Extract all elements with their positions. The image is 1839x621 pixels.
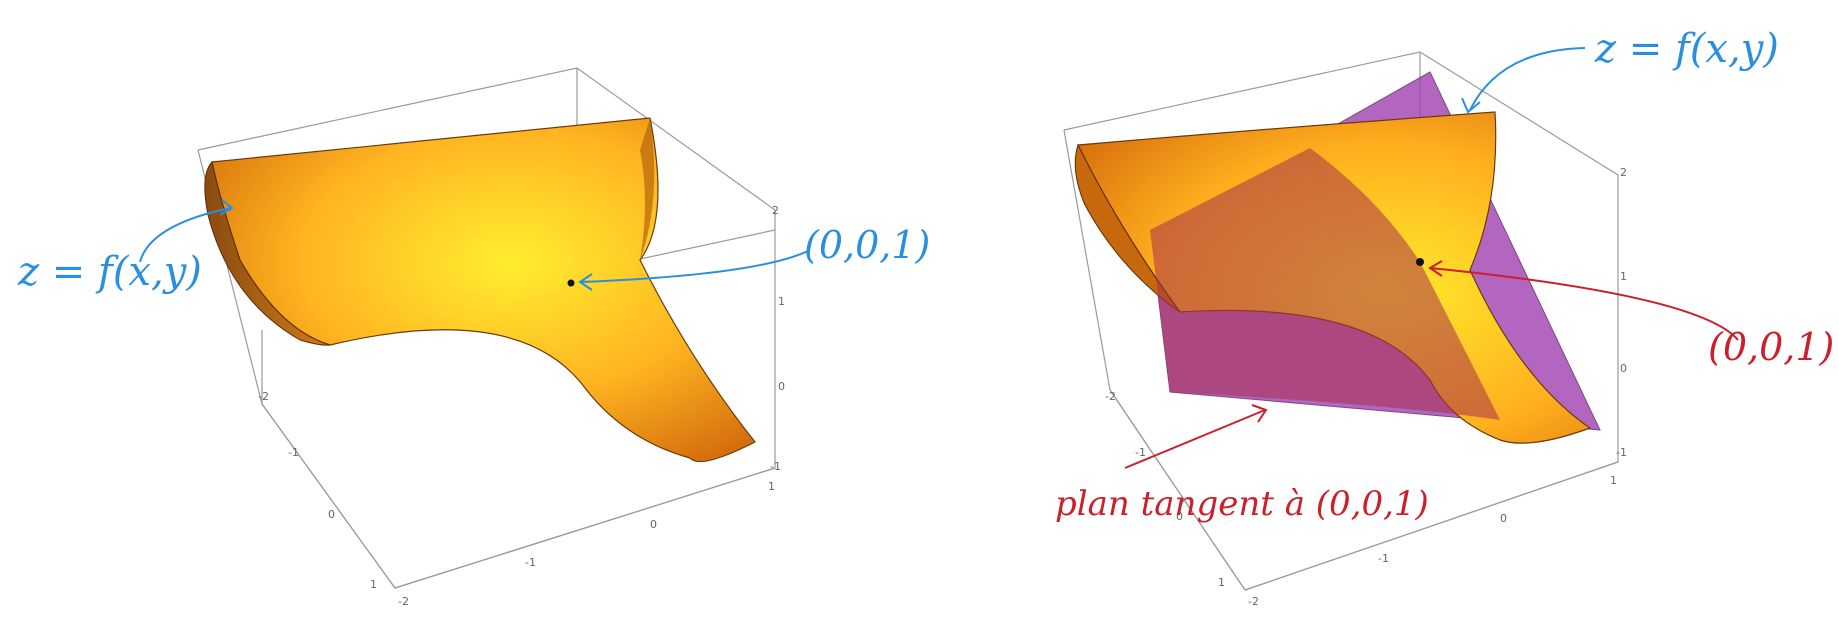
right-point-label: (0,0,1) [1708,325,1834,369]
left-plot: 2 1 0 -1 -2 -1 0 1 -2 -1 0 1 z = f(x,y) … [17,67,930,608]
left-surface-arrowhead [219,199,234,216]
left-y-tick-m2: -2 [258,390,269,403]
right-y-tick-m1: -1 [1135,446,1146,459]
right-point-marker [1416,258,1424,266]
left-y-tick-m1: -1 [288,446,299,459]
right-surface-arrow [1469,47,1586,111]
right-x-tick-0: 0 [1500,512,1507,525]
right-plane-label: plan tangent à (0,0,1) [1055,484,1429,524]
right-z-tick-m1: -1 [1616,446,1627,459]
left-z-tick-m1: -1 [770,460,781,473]
right-z-tick-1: 1 [1620,270,1627,283]
left-z-tick-1: 1 [778,295,785,308]
left-x-tick-1: 1 [768,480,775,493]
right-bounding-box [1063,51,1619,591]
right-y-tick-m2: -2 [1105,390,1116,403]
left-point-label: (0,0,1) [804,223,930,267]
left-x-tick-0: 0 [650,518,657,531]
right-point-arrowhead [1428,260,1443,277]
left-z-axis: 2 1 0 -1 [770,204,785,473]
left-point-marker [567,279,575,287]
right-x-tick-m2: -2 [1248,595,1259,608]
right-y-tick-0: 0 [1176,510,1183,523]
right-z-axis: 2 1 0 -1 [1616,166,1627,459]
right-surface-arrowhead [1461,97,1481,114]
right-y-axis: -2 -1 0 1 [1105,390,1225,589]
left-x-tick-m2: -2 [398,595,409,608]
left-z-tick-0: 0 [778,380,785,393]
right-plane-arrow [1124,409,1266,469]
left-z-tick-2: 2 [772,204,779,217]
right-x-axis: -2 -1 0 1 [1248,474,1617,608]
left-y-axis: -2 -1 0 1 [258,390,377,591]
right-x-tick-m1: -1 [1378,552,1389,565]
right-surface-label: z = f(x,y) [1594,26,1779,72]
right-tangent-plane-front [1150,148,1500,420]
right-y-tick-1: 1 [1218,576,1225,589]
right-point-arrow [1429,267,1739,341]
right-z-tick-0: 0 [1620,362,1627,375]
right-plane-arrowhead [1251,404,1268,423]
left-x-tick-m1: -1 [525,556,536,569]
right-plot: 2 1 0 -1 -2 -1 0 1 -2 -1 0 1 z = f(x,y) … [1055,26,1834,608]
left-y-tick-1: 1 [370,578,377,591]
left-point-arrowhead [578,273,593,291]
left-surface-arrow [139,207,231,263]
left-surface-label: z = f(x,y) [17,249,202,295]
right-x-tick-1: 1 [1610,474,1617,487]
left-surface [204,117,756,463]
left-x-axis: -2 -1 0 1 [398,480,775,608]
right-z-tick-2: 2 [1620,166,1627,179]
left-y-tick-0: 0 [328,508,335,521]
left-point-arrow [579,249,811,283]
